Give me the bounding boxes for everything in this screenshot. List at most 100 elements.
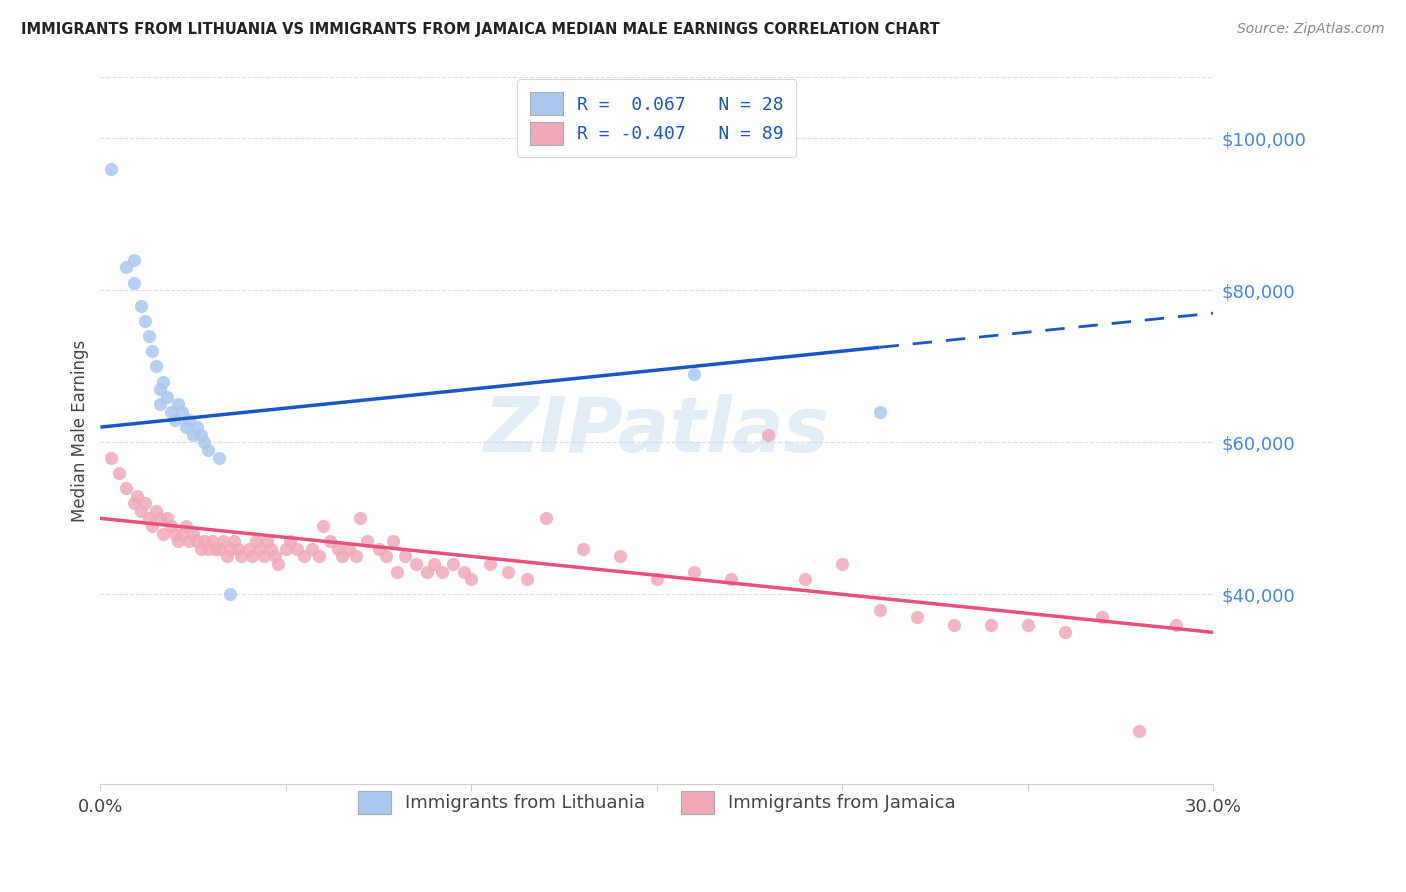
Point xyxy=(1128,724,1150,739)
Point xyxy=(134,314,156,328)
Point xyxy=(319,534,342,549)
Point xyxy=(181,427,204,442)
Point xyxy=(160,405,183,419)
Text: Source: ZipAtlas.com: Source: ZipAtlas.com xyxy=(1237,22,1385,37)
Point xyxy=(127,489,149,503)
Point xyxy=(167,397,190,411)
Point xyxy=(430,565,453,579)
Point xyxy=(326,541,349,556)
Point xyxy=(405,557,427,571)
Point xyxy=(869,405,891,419)
Point xyxy=(312,519,335,533)
Point xyxy=(245,534,267,549)
Point xyxy=(242,549,264,564)
Point xyxy=(683,565,706,579)
Point xyxy=(231,549,253,564)
Y-axis label: Median Male Earnings: Median Male Earnings xyxy=(72,340,89,522)
Point xyxy=(256,534,278,549)
Point xyxy=(138,511,160,525)
Point xyxy=(278,534,301,549)
Point xyxy=(285,541,308,556)
Text: ZIPatlas: ZIPatlas xyxy=(484,394,830,468)
Point xyxy=(1091,610,1114,624)
Point xyxy=(308,549,330,564)
Point xyxy=(145,504,167,518)
Point xyxy=(170,405,193,419)
Point xyxy=(534,511,557,525)
Point xyxy=(756,427,779,442)
Point xyxy=(122,496,145,510)
Point xyxy=(460,572,482,586)
Point xyxy=(145,359,167,374)
Point xyxy=(163,526,186,541)
Point xyxy=(179,534,201,549)
Point xyxy=(156,390,179,404)
Point xyxy=(186,420,208,434)
Point xyxy=(1017,617,1039,632)
Point xyxy=(645,572,668,586)
Point xyxy=(222,534,245,549)
Point xyxy=(394,549,416,564)
Point xyxy=(201,534,224,549)
Point xyxy=(129,298,152,312)
Point xyxy=(385,565,408,579)
Point xyxy=(181,526,204,541)
Point xyxy=(115,481,138,495)
Point xyxy=(141,519,163,533)
Point xyxy=(100,450,122,465)
Point xyxy=(204,541,226,556)
Point xyxy=(122,252,145,267)
Point xyxy=(905,610,928,624)
Point xyxy=(190,541,212,556)
Point xyxy=(349,511,371,525)
Point xyxy=(129,504,152,518)
Point xyxy=(167,534,190,549)
Point xyxy=(344,549,367,564)
Point xyxy=(249,541,271,556)
Point xyxy=(382,534,405,549)
Point xyxy=(356,534,378,549)
Point xyxy=(174,420,197,434)
Point xyxy=(160,519,183,533)
Point xyxy=(571,541,593,556)
Point xyxy=(238,541,260,556)
Point xyxy=(252,549,274,564)
Point xyxy=(197,541,219,556)
Point xyxy=(134,496,156,510)
Point xyxy=(211,534,233,549)
Point xyxy=(170,526,193,541)
Point xyxy=(294,549,316,564)
Point xyxy=(197,442,219,457)
Point xyxy=(208,541,231,556)
Point xyxy=(416,565,439,579)
Text: IMMIGRANTS FROM LITHUANIA VS IMMIGRANTS FROM JAMAICA MEDIAN MALE EARNINGS CORREL: IMMIGRANTS FROM LITHUANIA VS IMMIGRANTS … xyxy=(21,22,939,37)
Point xyxy=(375,549,398,564)
Point xyxy=(274,541,297,556)
Point xyxy=(174,519,197,533)
Point xyxy=(478,557,501,571)
Point xyxy=(163,412,186,426)
Point xyxy=(330,549,353,564)
Point xyxy=(190,427,212,442)
Point xyxy=(219,587,242,601)
Point xyxy=(720,572,742,586)
Point xyxy=(141,344,163,359)
Point xyxy=(301,541,323,556)
Point xyxy=(122,276,145,290)
Point xyxy=(980,617,1002,632)
Point xyxy=(337,541,360,556)
Point xyxy=(215,549,238,564)
Point xyxy=(193,534,215,549)
Point xyxy=(152,526,174,541)
Point xyxy=(149,511,172,525)
Point xyxy=(260,541,283,556)
Point xyxy=(1053,625,1076,640)
Point xyxy=(115,260,138,275)
Point xyxy=(149,382,172,396)
Legend: Immigrants from Lithuania, Immigrants from Jamaica: Immigrants from Lithuania, Immigrants fr… xyxy=(347,780,966,825)
Point xyxy=(609,549,631,564)
Point xyxy=(179,412,201,426)
Point xyxy=(108,466,131,480)
Point xyxy=(516,572,538,586)
Point xyxy=(226,541,249,556)
